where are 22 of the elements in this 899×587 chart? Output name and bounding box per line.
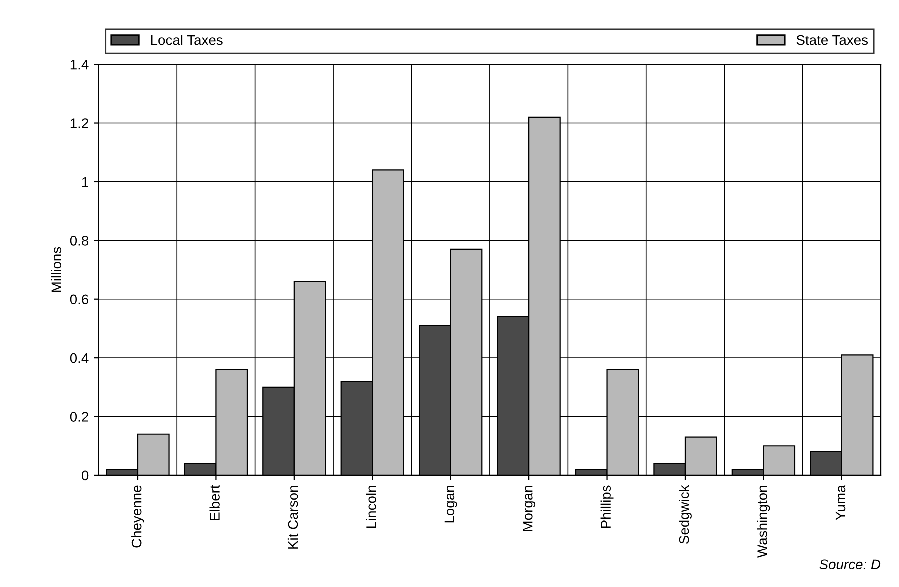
x-tick-label: Phillips (600, 486, 614, 528)
y-tick-label: 1.2 (70, 118, 88, 128)
y-tick-label: 0.6 (70, 294, 89, 305)
y-tick-label: 0.8 (70, 236, 89, 246)
x-tick-label: Kit Carson (288, 486, 298, 549)
legend-label: State Taxes (796, 35, 868, 46)
y-tick-label: 0.4 (70, 353, 89, 364)
x-tick-label: Cheyenne (132, 486, 144, 548)
legend-label: Local Taxes (151, 35, 223, 46)
x-tick-label: Morgan (523, 486, 536, 532)
x-tick-label: Lincoln (366, 486, 376, 528)
y-tick-label: 1 (82, 177, 88, 188)
source-note: Source: D (820, 560, 881, 570)
y-axis-title: Millions (51, 247, 62, 292)
x-tick-label: Logan (444, 486, 458, 523)
y-tick-label: 1.4 (70, 60, 89, 70)
x-tick-label: Yuma (836, 485, 846, 520)
x-tick-label: Elbert (210, 485, 220, 520)
x-tick-label: Sedgwick (679, 485, 692, 544)
y-tick-label: 0.2 (70, 412, 88, 422)
x-tick-label: Washington (757, 486, 770, 558)
y-tick-label: 0 (82, 470, 89, 481)
